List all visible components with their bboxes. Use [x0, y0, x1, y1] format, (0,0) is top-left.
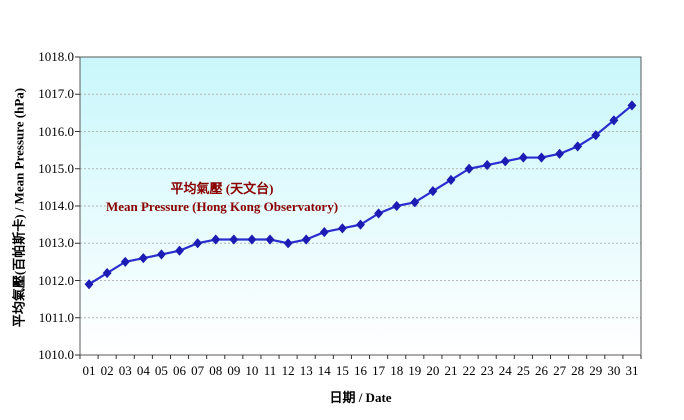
y-tick-label: 1016.0: [38, 123, 74, 139]
x-tick-label: 23: [480, 363, 494, 378]
x-tick-label: 30: [607, 363, 621, 378]
x-tick-label: 08: [209, 363, 223, 378]
data-point-marker: [500, 156, 510, 167]
x-tick-label: 04: [136, 363, 150, 378]
y-tick-label: 1018.0: [38, 49, 74, 64]
data-point-marker: [518, 152, 528, 163]
y-tick-label: 1017.0: [38, 86, 74, 102]
y-tick-label: 1014.0: [38, 198, 74, 213]
data-point-marker: [428, 185, 438, 197]
data-point-marker: [229, 234, 239, 245]
data-point-marker: [156, 249, 166, 260]
x-tick-label: 24: [498, 363, 512, 378]
data-point-marker: [319, 226, 329, 238]
x-tick-label: 03: [118, 363, 132, 378]
x-tick-label: 02: [100, 363, 114, 378]
data-point-marker: [609, 115, 619, 126]
data-point-marker: [102, 267, 112, 279]
x-tick-label: 29: [589, 363, 603, 378]
y-tick-label: 1013.0: [38, 235, 74, 251]
x-tick-label: 09: [227, 363, 241, 378]
x-tick-label: 07: [191, 363, 205, 378]
x-tick-label: 14: [317, 363, 331, 378]
x-tick-label: 27: [553, 363, 567, 378]
data-point-marker: [247, 234, 257, 245]
data-point-marker: [283, 238, 293, 249]
data-point-marker: [355, 219, 366, 230]
x-tick-label: 16: [354, 363, 367, 378]
x-axis-title: 日期 / Date: [329, 390, 392, 405]
x-tick-label: 19: [408, 363, 422, 378]
data-point-marker: [374, 208, 384, 219]
x-tick-label: 28: [571, 363, 585, 378]
data-point-marker: [265, 234, 275, 245]
series-annotation-english: Mean Pressure (Hong Kong Observatory): [105, 199, 339, 214]
y-tick-label: 1012.0: [38, 272, 74, 288]
x-tick-label: 12: [281, 363, 295, 378]
y-tick-label: 1011.0: [38, 309, 74, 325]
x-tick-label: 26: [534, 363, 548, 378]
x-tick-label: 05: [154, 363, 168, 378]
x-tick-label: 01: [82, 363, 96, 378]
data-point-marker: [337, 223, 347, 234]
data-point-marker: [482, 159, 492, 171]
y-tick-label: 1010.0: [38, 347, 74, 362]
data-point-marker: [573, 141, 583, 152]
data-point-marker: [211, 234, 221, 245]
x-tick-label: 21: [444, 363, 458, 378]
data-point-marker: [446, 174, 456, 186]
data-point-marker: [555, 148, 565, 160]
data-point-marker: [174, 245, 185, 256]
x-tick-label: 17: [372, 363, 386, 378]
data-point-marker: [193, 238, 203, 249]
data-point-marker: [410, 197, 420, 208]
x-tick-label: 31: [625, 363, 639, 378]
x-tick-label: 10: [245, 363, 259, 378]
data-point-marker: [84, 279, 94, 290]
series-annotation-chinese: 平均氣壓 (天文台): [170, 181, 274, 196]
x-tick-label: 11: [263, 363, 277, 378]
y-axis-title: 平均氣壓(百帕斯卡) / Mean Pressure (hPa): [11, 87, 27, 328]
x-tick-label: 20: [426, 363, 440, 378]
series-annotation: 平均氣壓 (天文台) Mean Pressure (Hong Kong Obse…: [78, 180, 366, 216]
data-point-marker: [464, 163, 474, 174]
x-tick-label: 22: [462, 363, 476, 378]
data-point-marker: [138, 252, 148, 264]
data-point-marker: [392, 200, 402, 212]
x-tick-label: 15: [335, 363, 349, 378]
x-tick-label: 25: [516, 363, 530, 378]
data-point-marker: [301, 234, 311, 245]
data-point-marker: [591, 130, 601, 141]
x-tick-label: 18: [390, 363, 404, 378]
data-point-marker: [120, 256, 130, 268]
data-point-marker: [627, 100, 637, 111]
x-tick-label: 13: [299, 363, 313, 378]
data-point-marker: [536, 152, 547, 163]
y-tick-label: 1015.0: [38, 160, 74, 176]
x-tick-label: 06: [173, 363, 187, 378]
